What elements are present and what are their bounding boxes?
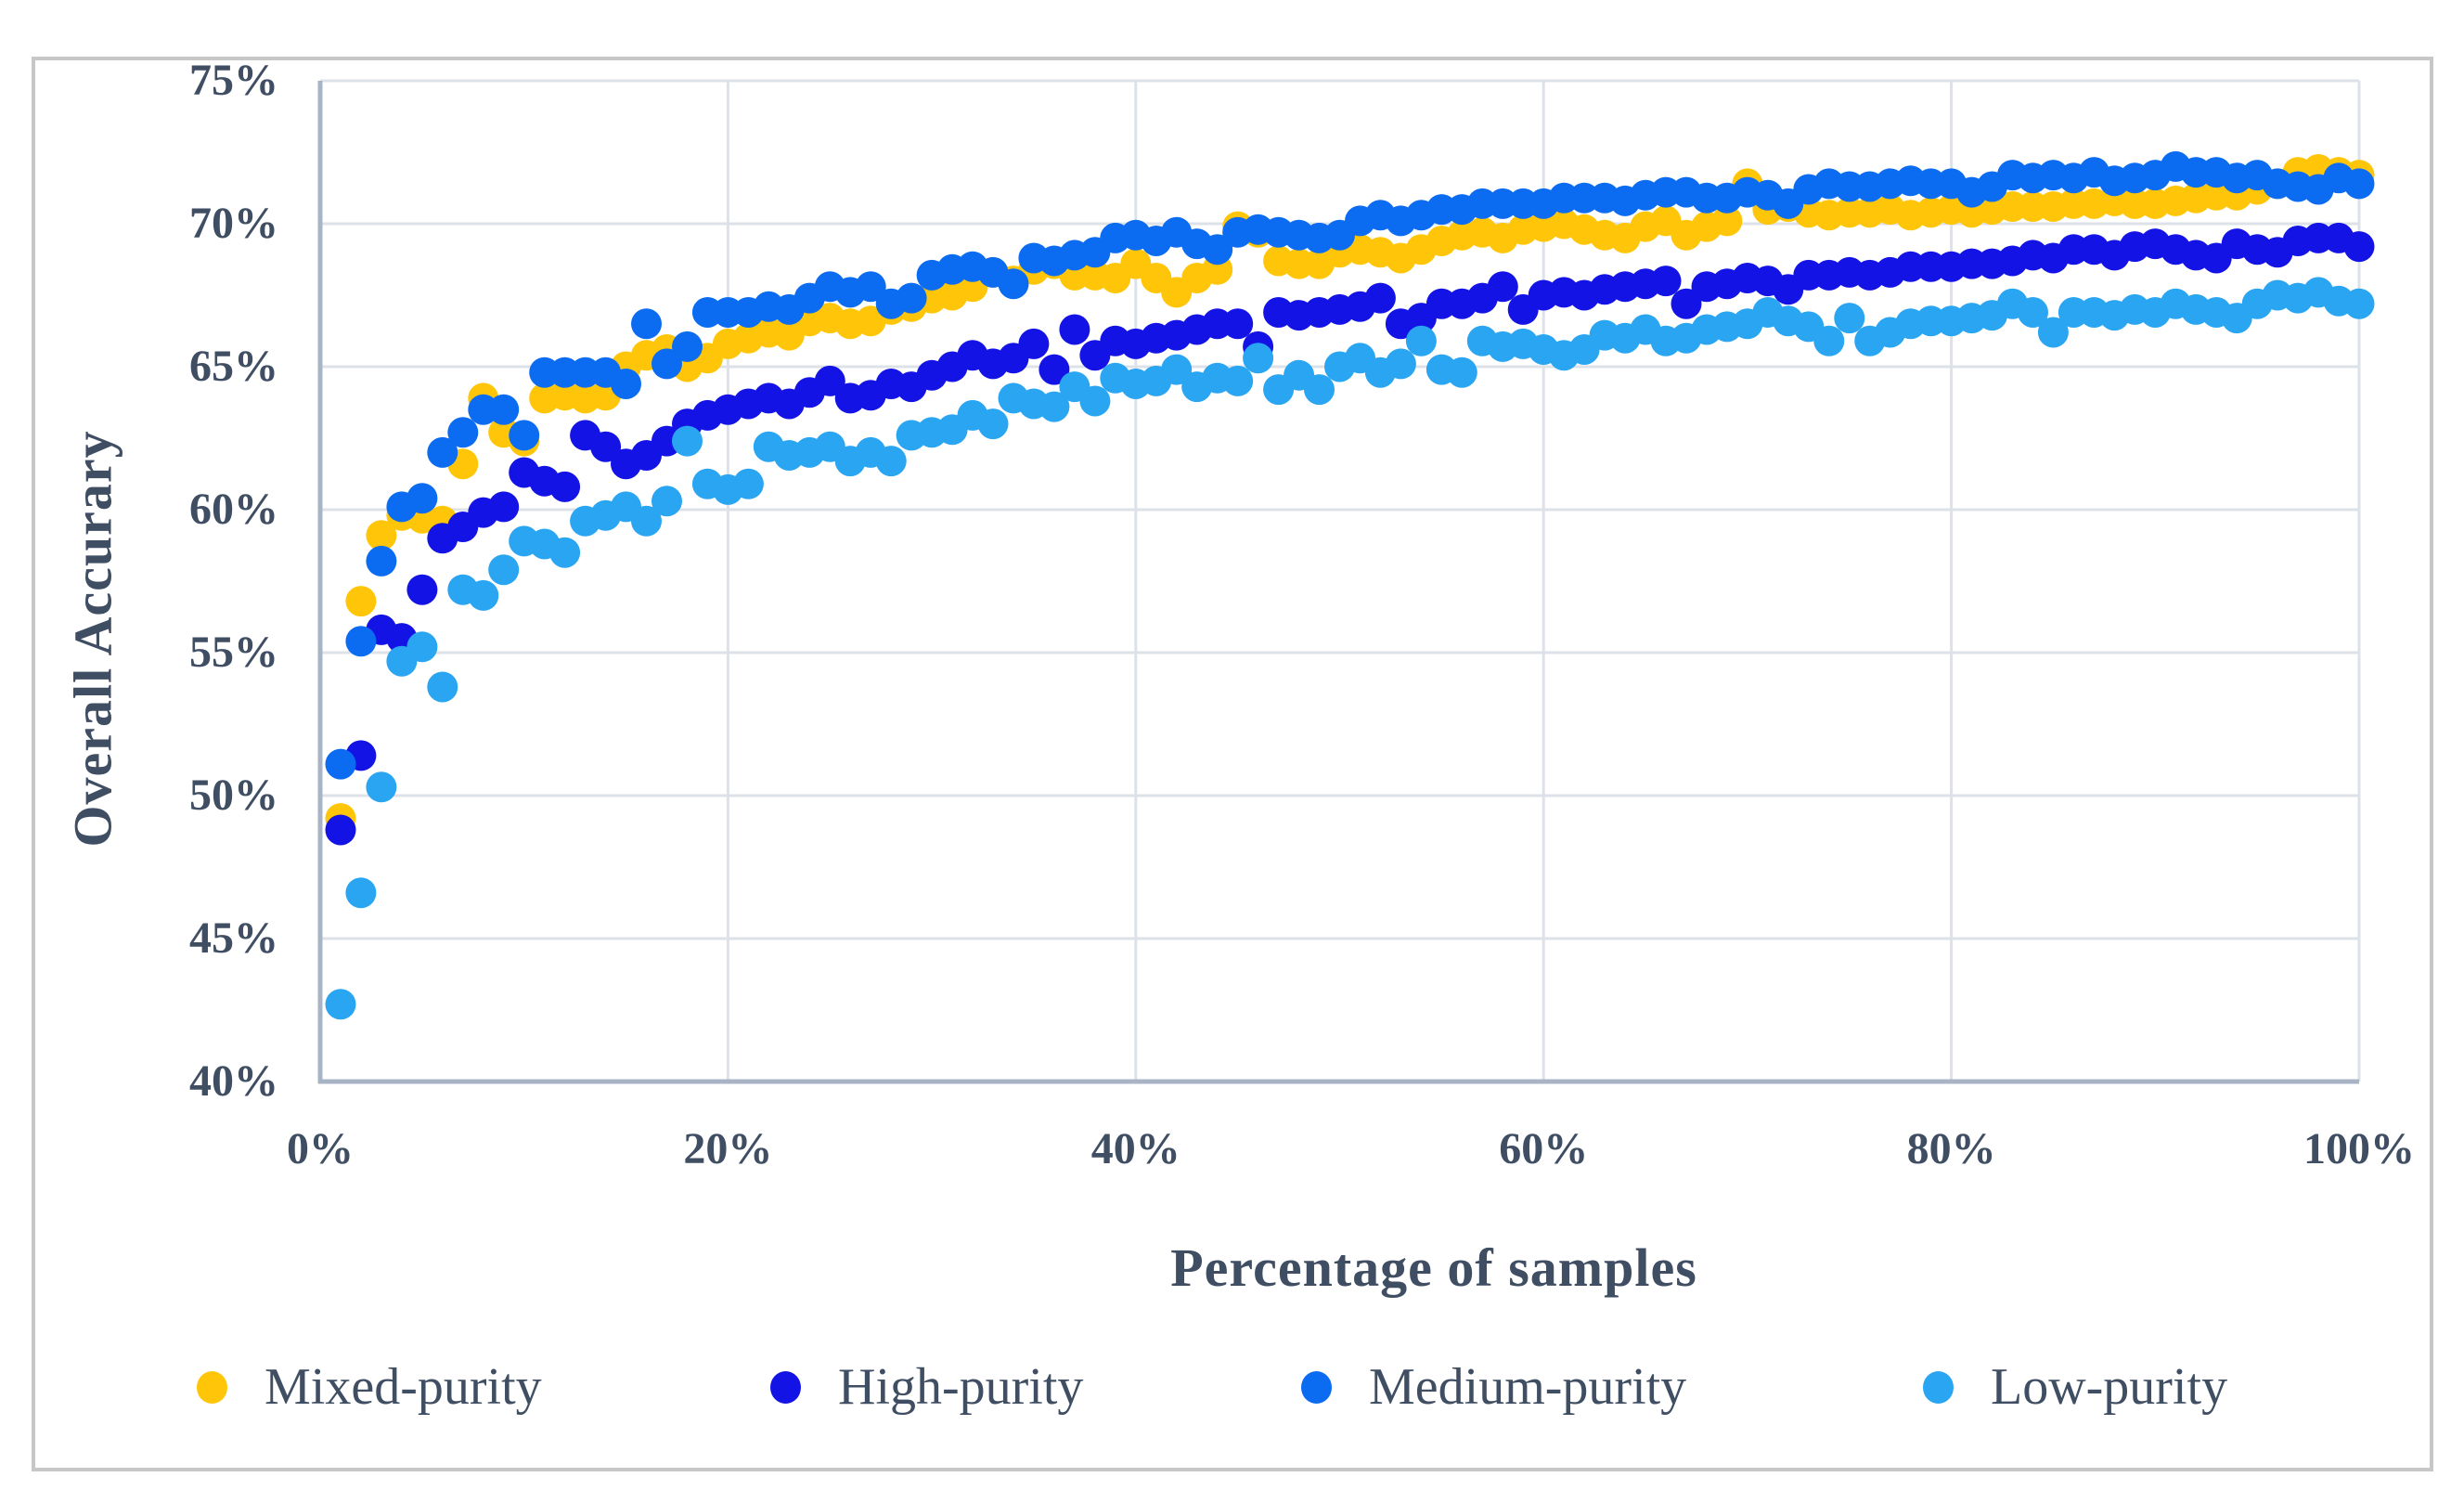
data-point-low-purity	[2037, 317, 2069, 348]
data-point-medium-purity	[651, 348, 682, 380]
y-tick-label: 50%	[189, 771, 278, 820]
legend-marker-icon	[1923, 1370, 1954, 1404]
y-tick-label: 55%	[189, 628, 278, 677]
data-point-medium-purity	[672, 330, 703, 362]
legend-item-mixed-purity: Mixed-purity	[197, 1352, 542, 1422]
data-point-low-purity	[977, 408, 1009, 440]
data-point-low-purity	[1038, 391, 1070, 422]
y-tick-label: 75%	[189, 56, 278, 105]
legend-marker-icon	[197, 1370, 227, 1404]
x-tick-label: 40%	[1090, 1124, 1180, 1173]
y-tick-label: 40%	[189, 1056, 278, 1106]
data-point-medium-purity	[611, 369, 641, 399]
data-point-low-purity	[1834, 303, 1865, 334]
data-point-medium-purity	[1202, 234, 1233, 266]
data-point-medium-purity	[447, 417, 479, 448]
data-point-high-purity	[549, 471, 581, 502]
data-point-mixed-purity	[1711, 205, 1743, 237]
data-point-medium-purity	[631, 308, 662, 340]
y-tick-label: 45%	[189, 913, 278, 963]
x-tick-label: 60%	[1499, 1124, 1589, 1173]
data-point-high-purity	[488, 491, 520, 523]
data-point-medium-purity	[406, 483, 438, 514]
data-point-low-purity	[631, 505, 662, 537]
data-point-medium-purity	[896, 282, 927, 314]
data-point-medium-purity	[509, 420, 540, 451]
legend-item-low-purity: Low-purity	[1923, 1352, 2227, 1422]
data-point-low-purity	[732, 468, 764, 499]
data-point-high-purity	[1222, 308, 1254, 340]
data-point-high-purity	[1671, 288, 1702, 319]
y-tick-label: 60%	[189, 485, 278, 534]
data-point-mixed-purity	[345, 586, 377, 617]
data-point-high-purity	[1059, 314, 1090, 345]
data-point-high-purity	[1487, 271, 1518, 303]
legend: Mixed-purity High-purity Medium-purity L…	[0, 1352, 2464, 1422]
data-point-low-purity	[672, 425, 703, 457]
data-point-low-purity	[468, 579, 499, 611]
data-point-medium-purity	[855, 271, 886, 303]
data-point-high-purity	[1038, 354, 1070, 385]
data-point-low-purity	[488, 554, 520, 586]
data-point-low-purity	[366, 771, 397, 803]
legend-item-medium-purity: Medium-purity	[1301, 1352, 1686, 1422]
data-point-high-purity	[1364, 282, 1396, 314]
data-point-low-purity	[651, 486, 682, 517]
data-point-medium-purity	[2343, 168, 2375, 200]
data-point-high-purity	[814, 365, 845, 396]
legend-marker-icon	[770, 1370, 801, 1404]
data-point-low-purity	[1385, 348, 1416, 380]
data-point-medium-purity	[998, 268, 1029, 300]
data-point-low-purity	[875, 446, 907, 477]
data-point-low-purity	[2018, 297, 2048, 328]
data-point-low-purity	[1161, 354, 1193, 385]
legend-label: Low-purity	[1991, 1358, 2228, 1416]
y-tick-label: 65%	[189, 342, 278, 391]
chart-border	[32, 57, 2433, 1471]
data-point-low-purity	[1243, 343, 1274, 374]
data-point-low-purity	[549, 537, 581, 568]
data-point-medium-purity	[488, 394, 520, 425]
data-point-medium-purity	[427, 436, 458, 468]
data-point-low-purity	[1222, 365, 1254, 396]
data-point-medium-purity	[366, 545, 397, 577]
data-point-high-purity	[1018, 328, 1050, 359]
data-point-low-purity	[1304, 374, 1335, 406]
data-point-low-purity	[325, 989, 356, 1020]
legend-item-high-purity: High-purity	[770, 1352, 1083, 1422]
data-point-low-purity	[1446, 356, 1477, 388]
data-point-high-purity	[590, 431, 622, 462]
y-tick-label: 70%	[189, 199, 278, 248]
x-tick-label: 100%	[2303, 1124, 2415, 1173]
data-point-high-purity	[406, 574, 438, 605]
data-point-high-purity	[1650, 266, 1682, 297]
data-point-low-purity	[427, 671, 458, 703]
data-point-medium-purity	[345, 626, 377, 657]
data-point-low-purity	[1813, 325, 1845, 356]
data-point-low-purity	[2343, 288, 2375, 319]
data-point-low-purity	[345, 877, 377, 909]
x-tick-label: 20%	[683, 1124, 773, 1173]
data-point-medium-purity	[325, 748, 356, 780]
x-tick-label: 0%	[287, 1124, 354, 1173]
x-axis-title: Percentage of samples	[1170, 1237, 1697, 1298]
data-point-low-purity	[1405, 325, 1437, 356]
x-tick-label: 80%	[1906, 1124, 1996, 1173]
legend-marker-icon	[1301, 1370, 1332, 1404]
data-point-high-purity	[2343, 231, 2375, 263]
data-point-mixed-purity	[366, 520, 397, 551]
legend-label: Mixed-purity	[264, 1358, 542, 1416]
data-point-low-purity	[406, 631, 438, 663]
legend-label: Medium-purity	[1369, 1358, 1687, 1416]
data-point-low-purity	[1079, 385, 1111, 417]
data-point-high-purity	[325, 814, 356, 846]
legend-label: High-purity	[838, 1358, 1084, 1416]
